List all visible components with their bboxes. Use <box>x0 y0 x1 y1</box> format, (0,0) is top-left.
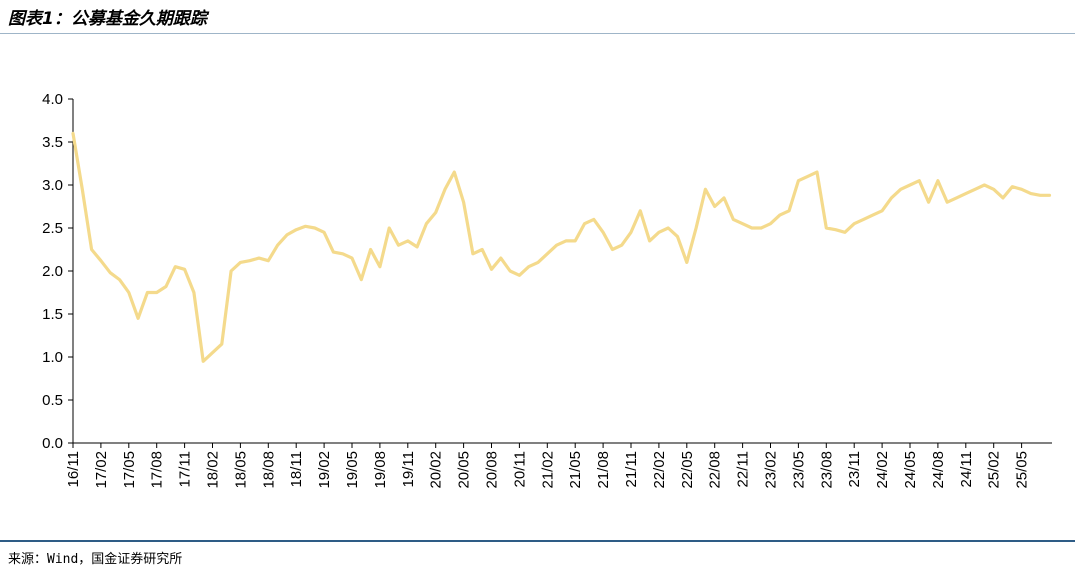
x-tick-label: 17/05 <box>121 451 138 489</box>
x-tick-label: 17/08 <box>149 451 166 489</box>
footer-divider <box>0 540 1075 542</box>
x-tick-label: 17/02 <box>93 451 110 489</box>
x-tick-label: 21/11 <box>623 451 640 487</box>
y-tick-label: 3.5 <box>42 134 63 151</box>
x-tick-label: 20/08 <box>484 451 501 489</box>
y-tick-label: 2.5 <box>42 220 63 237</box>
y-tick-label: 0.0 <box>42 435 63 452</box>
series-group <box>71 131 1052 363</box>
x-axis-ticks: 16/11 17/02 17/05 17/08 17/11 18/02 18/05 18/08… <box>65 443 1031 489</box>
y-tick-label: 3.0 <box>42 177 63 194</box>
x-tick-label: 22/08 <box>707 451 724 489</box>
x-tick-label: 24/05 <box>902 451 919 489</box>
chart-title: 图表1：公募基金久期跟踪 <box>8 9 207 29</box>
x-tick-label: 19/02 <box>316 451 333 489</box>
x-tick-label: 21/02 <box>539 451 556 489</box>
x-tick-label: 22/05 <box>679 451 696 489</box>
y-tick-label: 4.0 <box>42 91 63 108</box>
x-tick-label: 24/08 <box>930 451 947 489</box>
x-tick-label: 21/05 <box>567 451 584 489</box>
x-tick-label: 18/08 <box>260 451 277 489</box>
x-tick-label: 16/11 <box>65 451 82 487</box>
x-tick-label: 20/11 <box>511 451 528 487</box>
x-tick-label: 25/05 <box>1014 451 1031 489</box>
x-tick-label: 18/02 <box>205 451 222 489</box>
x-tick-label: 23/08 <box>818 451 835 489</box>
y-tick-label: 0.5 <box>42 392 63 409</box>
x-tick-label: 18/05 <box>232 451 249 489</box>
x-tick-label: 18/11 <box>288 451 305 487</box>
title-divider <box>0 33 1075 34</box>
y-tick-label: 2.0 <box>42 263 63 280</box>
x-tick-label: 20/02 <box>428 451 445 489</box>
x-tick-label: 22/11 <box>735 451 752 487</box>
series-line <box>71 131 1052 363</box>
y-tick-label: 1.5 <box>42 306 63 323</box>
x-tick-label: 19/05 <box>344 451 361 489</box>
x-tick-label: 23/02 <box>763 451 780 489</box>
x-tick-label: 22/02 <box>651 451 668 489</box>
x-tick-label: 25/02 <box>986 451 1003 489</box>
axes <box>72 99 1052 444</box>
x-tick-label: 19/08 <box>372 451 389 489</box>
x-tick-label: 23/11 <box>846 451 863 487</box>
source-note: 来源：Wind，国金证券研究所 <box>8 552 183 567</box>
x-tick-label: 24/02 <box>874 451 891 489</box>
x-tick-label: 21/08 <box>595 451 612 489</box>
x-tick-label: 24/11 <box>958 451 975 487</box>
y-axis-ticks: 0.0 0.5 1.0 1.5 2.0 2.5 3.0 3.5 4.0 <box>42 91 73 452</box>
x-tick-label: 19/11 <box>400 451 417 487</box>
y-tick-label: 1.0 <box>42 349 63 366</box>
x-tick-label: 23/05 <box>790 451 807 489</box>
x-tick-label: 20/05 <box>456 451 473 489</box>
x-tick-label: 17/11 <box>177 451 194 487</box>
